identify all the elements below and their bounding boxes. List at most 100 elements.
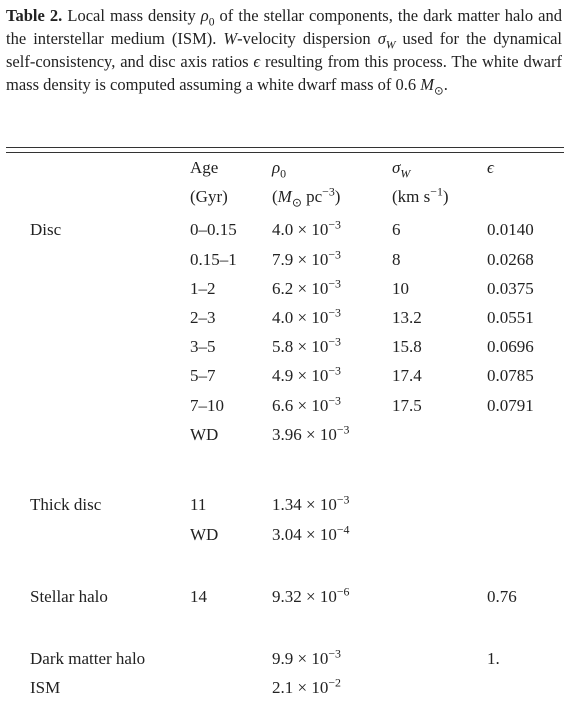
cell: 4.9 × 10−3 <box>272 363 341 386</box>
density-exponent: −3 <box>328 217 341 232</box>
cell: 6.2 × 10−3 <box>272 276 341 299</box>
cell: 2–3 <box>190 308 216 327</box>
density-exponent: −3 <box>328 646 341 661</box>
header-text: σ <box>392 158 401 177</box>
cell: 0.0551 <box>487 308 534 327</box>
density-exponent: −3 <box>328 363 341 378</box>
caption-label: Table 2. <box>6 6 63 25</box>
cell: 9.32 × 10−6 <box>272 585 350 607</box>
header-cell: (Gyr) <box>190 187 228 206</box>
header-cell: (M⊙ pc−3) <box>272 184 341 210</box>
header-text: −1 <box>430 184 443 199</box>
cell: ISM <box>30 678 61 697</box>
cell: 15.8 <box>392 337 422 356</box>
cell: 1–2 <box>190 279 216 298</box>
density-exponent: −3 <box>336 422 350 437</box>
density-base: 2.1 × 10 <box>272 678 329 697</box>
cell: 6.6 × 10−3 <box>272 393 341 416</box>
header-cell: (km s−1) <box>392 184 449 207</box>
cell: 11 <box>190 495 207 514</box>
density-base: 6.6 × 10 <box>272 396 329 415</box>
density-base: 9.9 × 10 <box>272 649 329 668</box>
cell: 8 <box>392 250 401 269</box>
density-exponent: −3 <box>328 305 341 320</box>
cell: Dark matter halo <box>30 649 146 668</box>
caption-text: ρ <box>200 6 209 25</box>
caption-text: M <box>420 75 435 94</box>
caption-text: W <box>385 39 396 52</box>
density-base: 6.2 × 10 <box>272 279 329 298</box>
cell: 3.04 × 10−4 <box>272 522 350 545</box>
cell: 9.9 × 10−3 <box>272 646 341 669</box>
cell: 1. <box>487 649 500 668</box>
cell: 17.4 <box>392 366 422 385</box>
header-text: ⊙ <box>291 195 302 210</box>
cell: 0.0696 <box>487 337 534 356</box>
cell: 0–0.15 <box>190 220 237 239</box>
cell: 0.15–1 <box>190 250 237 269</box>
density-exponent: −4 <box>336 522 350 537</box>
cell: 14 <box>190 587 207 606</box>
density-base: 4.0 × 10 <box>272 220 329 239</box>
cell: 4.0 × 10−3 <box>272 217 341 240</box>
header-text: −3 <box>322 184 335 199</box>
header-text: ( <box>272 187 278 206</box>
cell: 0.0375 <box>487 279 534 298</box>
density-exponent: −2 <box>328 675 341 690</box>
cell: 0.0268 <box>487 250 534 269</box>
density-exponent: −3 <box>336 492 350 507</box>
caption-text: 0 <box>208 16 215 29</box>
density-base: 7.9 × 10 <box>272 250 329 269</box>
caption-text: of the stellar components, the dark matt… <box>6 6 563 48</box>
cell: 2.1 × 10−2 <box>272 675 341 698</box>
cell: 3.96 × 10−3 <box>272 422 350 445</box>
cell: 5.8 × 10−3 <box>272 334 341 357</box>
cell: Stellar halo <box>30 587 108 606</box>
header-text: W <box>400 166 411 181</box>
header-cell: Age <box>190 158 219 177</box>
caption-text: Local mass density <box>67 6 201 25</box>
caption-text: -velocity dispersion <box>237 29 378 48</box>
caption-text: ϵ <box>253 52 261 71</box>
rule <box>6 152 564 153</box>
header-text: 0 <box>280 166 287 181</box>
density-exponent: −3 <box>328 334 341 349</box>
cell: 4.0 × 10−3 <box>272 305 341 328</box>
rule <box>6 147 564 148</box>
cell: WD <box>190 525 219 544</box>
caption-text: used for the dynamical self-consistency,… <box>6 29 562 71</box>
cell: 7.9 × 10−3 <box>272 247 341 270</box>
cell: 0.0140 <box>487 220 534 239</box>
cell: 0.0785 <box>487 366 534 385</box>
density-exponent: −3 <box>328 393 341 408</box>
cell: 1.34 × 10−3 <box>272 492 350 515</box>
density-base: 5.8 × 10 <box>272 337 329 356</box>
density-base: 3.04 × 10 <box>272 525 337 544</box>
density-base: 4.0 × 10 <box>272 308 329 327</box>
cell: 3–5 <box>190 337 216 356</box>
caption-text: σ <box>377 29 386 48</box>
cell: 0.0791 <box>487 396 534 415</box>
header-cell: ρ0 <box>272 158 287 181</box>
header-text: M <box>277 187 292 206</box>
cell: Disc <box>30 220 62 239</box>
density-base: 1.34 × 10 <box>272 495 337 514</box>
header-cell: ϵ <box>487 158 494 177</box>
cell: 0.76 <box>487 587 517 606</box>
header-text: ) <box>334 187 341 206</box>
caption-text: . <box>443 75 448 94</box>
cell: 6 <box>392 220 401 239</box>
header-text: pc <box>301 187 323 206</box>
density-base: 3.96 × 10 <box>272 425 337 444</box>
density-base: 9.32 × 10 <box>272 587 337 606</box>
cell: Thick disc <box>30 495 102 514</box>
header-text: (km s <box>392 187 431 206</box>
header-text: ) <box>442 187 449 206</box>
density-exponent: −3 <box>328 276 341 291</box>
density-exponent: −3 <box>328 247 341 262</box>
caption: Table 2. Local mass density ρ0 of the st… <box>6 4 563 97</box>
density-base: 4.9 × 10 <box>272 366 329 385</box>
header-cell: σW <box>392 158 411 181</box>
cell: 7–10 <box>190 396 224 415</box>
